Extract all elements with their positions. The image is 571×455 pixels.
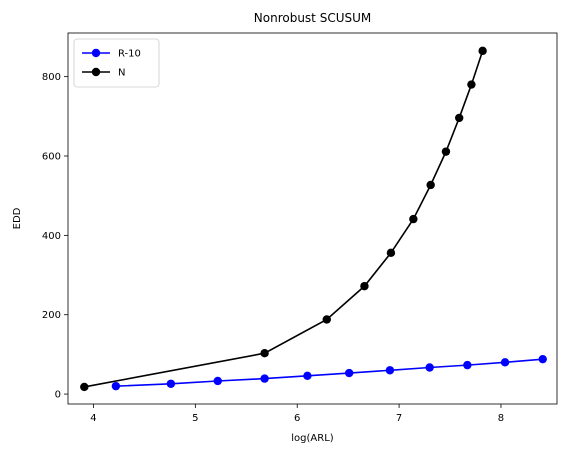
data-point [467, 80, 476, 89]
data-point [538, 354, 547, 364]
legend-label: R-10 [118, 49, 141, 60]
data-point [80, 382, 89, 392]
data-point [426, 180, 435, 190]
x-tick-label: 7 [396, 413, 402, 424]
x-tick-label: 8 [498, 413, 504, 424]
data-point [260, 374, 269, 383]
legend-marker [91, 67, 101, 77]
chart-title: Nonrobust SCUSUM [254, 11, 371, 25]
plot-frame [67, 32, 558, 405]
data-point [111, 381, 121, 391]
data-point [409, 214, 418, 224]
data-point [213, 376, 222, 386]
data-point [500, 358, 510, 367]
y-axis-ticks: 0 200 400 600 800 [42, 72, 68, 401]
y-axis-label: EDD [12, 207, 23, 229]
y-tick-label: 800 [42, 72, 61, 83]
y-tick-label: 600 [42, 152, 61, 163]
data-point [322, 315, 331, 324]
data-point [425, 363, 434, 372]
data-point [463, 360, 472, 370]
x-tick-label: 5 [192, 413, 198, 424]
data-point [166, 379, 176, 388]
x-tick-label: 4 [90, 413, 96, 424]
x-tick-label: 6 [294, 413, 300, 424]
x-axis-label: log(ARL) [291, 433, 334, 444]
legend-box [73, 38, 160, 88]
data-point [360, 281, 369, 291]
legend-label: N [118, 68, 125, 79]
plot-area [67, 32, 558, 405]
series-r-10 [111, 354, 547, 391]
legend-marker [91, 48, 101, 58]
y-tick-label: 200 [42, 310, 61, 321]
data-point [386, 248, 396, 258]
legend: R-10 N [73, 38, 160, 88]
data-point [441, 147, 451, 156]
series-n [80, 46, 487, 392]
series-layer [80, 46, 547, 392]
data-point [385, 366, 395, 375]
data-point [260, 349, 269, 358]
data-point [455, 113, 464, 123]
data-point [344, 368, 354, 378]
y-tick-label: 0 [55, 390, 61, 401]
data-point [303, 371, 312, 381]
data-point [478, 46, 487, 56]
legend-item: N [82, 68, 125, 79]
y-tick-label: 400 [42, 231, 61, 242]
legend-item: R-10 [82, 49, 141, 60]
x-axis-ticks: 4 5 6 7 8 [90, 404, 504, 424]
